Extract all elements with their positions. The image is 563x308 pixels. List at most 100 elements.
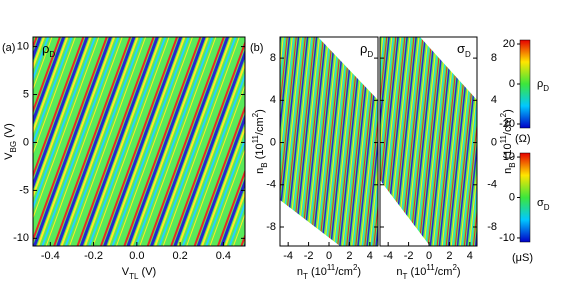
y-tick-label: 0 [491, 136, 497, 148]
colorbar [519, 152, 531, 243]
y-axis-label-part: BG [9, 141, 18, 153]
x-tick-label: 4 [467, 250, 473, 262]
x-tick-label: -0.4 [41, 250, 60, 262]
plot-frame [379, 36, 478, 247]
y-axis-label-part: /cm [502, 117, 514, 135]
y-tick-label: -8 [266, 221, 276, 233]
x-tick-label: -2 [304, 250, 314, 262]
colorbar [519, 39, 531, 129]
x-axis-label-part: n [396, 266, 402, 278]
x-axis-label-part: /cm [335, 266, 353, 278]
panel-symbol: ρD [42, 41, 55, 58]
colorbar-tick-label: 10 [503, 151, 515, 163]
y-tick-label: -8 [487, 221, 497, 233]
colorbar-symbol-part: ρ [537, 78, 543, 90]
panel-symbol: σD [457, 41, 471, 58]
colorbar-symbol-part: σ [537, 197, 544, 209]
y-tick-label: -4 [487, 179, 497, 191]
colorbar-unit: (Ω) [515, 133, 531, 145]
x-axis-label-part: (V) [138, 266, 156, 278]
x-tick-label: 4 [367, 250, 373, 262]
y-tick-label: -5 [19, 184, 29, 196]
y-tick-label: 0 [23, 136, 29, 148]
colorbar-symbol-part: D [544, 203, 550, 212]
panel-symbol-part: D [465, 50, 471, 59]
x-tick-label: 0.2 [172, 250, 187, 262]
x-tick-label: -4 [283, 250, 293, 262]
panel-label: (a) [2, 42, 15, 54]
y-axis-label-part: 11 [251, 135, 260, 144]
y-axis-label-part: ) [254, 109, 266, 113]
x-axis-label-part: 2 [353, 263, 358, 272]
x-axis-label-part: 2 [452, 263, 457, 272]
colorbar-symbol: ρD [537, 78, 549, 93]
x-axis-label: VTL (V) [122, 266, 156, 281]
x-axis-label-part: ) [357, 266, 361, 278]
y-axis-label-part: (V) [3, 123, 15, 141]
panel-symbol-part: D [367, 50, 373, 59]
heatmap-image [33, 37, 245, 246]
panel-symbol-part: D [49, 50, 55, 59]
x-axis-label-part: (10 [308, 266, 327, 278]
panel-label: (b) [250, 42, 263, 54]
y-axis-label-part: n [502, 168, 514, 174]
heatmap-image [380, 37, 477, 246]
x-axis-label-part: T [403, 272, 408, 281]
x-axis-label-part: ) [457, 266, 461, 278]
y-tick-label: -10 [13, 232, 29, 244]
x-axis-label-part: /cm [435, 266, 453, 278]
x-axis-label: nT (1011/cm2) [297, 263, 361, 281]
x-tick-label: 0.4 [216, 250, 231, 262]
x-tick-label: -2 [404, 250, 414, 262]
colorbar-tick-label: 0 [509, 191, 515, 203]
x-axis-label: nT (1011/cm2) [396, 263, 460, 281]
colorbar-tick-label: -10 [499, 232, 515, 244]
heatmap-image [280, 37, 378, 246]
y-tick-label: 5 [23, 88, 29, 100]
x-tick-label: 0 [426, 250, 432, 262]
y-tick-label: -4 [266, 179, 276, 191]
y-axis-label-part: 2 [251, 112, 260, 117]
y-axis-label-part: n [254, 168, 266, 174]
x-tick-label: -0.2 [84, 250, 103, 262]
x-axis-label-part: T [303, 272, 308, 281]
y-axis-label-part: 11 [499, 135, 508, 144]
x-axis-label-part: 11 [426, 263, 435, 272]
panel-symbol: ρD [360, 41, 373, 58]
x-tick-label: -4 [383, 250, 393, 262]
y-axis-label-part: 2 [499, 112, 508, 117]
colorbar-symbol-part: D [543, 84, 549, 93]
colorbar-tick-label: -20 [499, 118, 515, 130]
x-tick-label: 0.0 [129, 250, 144, 262]
y-tick-label: 10 [17, 40, 29, 52]
x-axis-label-part: 11 [327, 263, 336, 272]
plot-frame [32, 36, 246, 247]
y-tick-label: 4 [270, 94, 276, 106]
y-tick-label: 4 [491, 94, 497, 106]
x-axis-label-part: n [297, 266, 303, 278]
x-tick-label: 0 [326, 250, 332, 262]
colorbar-symbol: σD [537, 197, 550, 212]
y-axis-label: nB (1011/cm2) [251, 109, 269, 174]
y-tick-label: 8 [491, 52, 497, 64]
colorbar-tick-label: 20 [503, 38, 515, 50]
x-tick-label: 2 [446, 250, 452, 262]
y-axis-label-part: B [260, 162, 269, 167]
y-tick-label: 0 [270, 136, 276, 148]
colorbar-unit: (μS) [512, 252, 533, 264]
panel-symbol-part: ρ [360, 41, 367, 56]
x-axis-label-part: TL [129, 272, 139, 281]
panel-symbol-part: ρ [42, 41, 49, 56]
x-tick-label: 2 [346, 250, 352, 262]
panel-symbol-part: σ [457, 41, 465, 56]
y-axis-label-part: B [508, 162, 517, 167]
y-axis-label-part: (10 [254, 143, 266, 162]
y-axis-label-part: (10 [502, 143, 514, 162]
y-tick-label: 8 [270, 52, 276, 64]
y-axis-label-part: ) [502, 109, 514, 113]
y-axis-label: VBG (V) [3, 123, 18, 160]
y-axis-label: nB (1011/cm2) [499, 109, 517, 174]
colorbar-tick-label: 0 [509, 78, 515, 90]
x-axis-label-part: (10 [407, 266, 426, 278]
